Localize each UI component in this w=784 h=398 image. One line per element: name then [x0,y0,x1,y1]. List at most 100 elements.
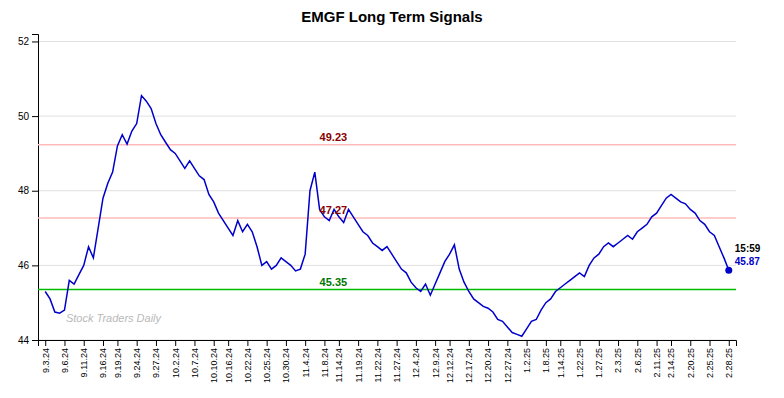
x-tick-mark [103,340,104,346]
x-tick-label: 11.4.24 [301,348,311,377]
x-tick-mark [599,340,600,346]
x-tick-label: 11.19.24 [353,348,363,382]
price-line [45,96,729,337]
x-tick-label: 9.11.24 [79,348,89,377]
x-tick-mark [416,340,417,346]
x-tick: 11.14.24 [334,340,344,382]
x-tick: 10.2.24 [171,340,181,378]
x-tick: 2.14.25 [666,340,676,378]
plot: 44 46 48 50 52 9.3.24 9.6.24 9.11.24 9.16.24 9.19… [18,35,761,384]
x-tick-label: 1.27.25 [594,348,604,378]
y-tick-label: 44 [18,335,30,346]
x-tick-mark [435,340,436,346]
y-tick-mark [32,191,38,192]
reference-label: 47.27 [320,204,348,216]
x-tick-mark [546,340,547,346]
x-tick-label: 12.12.24 [445,348,455,383]
x-tick-label: 9.6.24 [60,348,70,373]
chart-svg: EMGF Long Term Signals44464850529.3.249.… [0,0,784,398]
x-tick-label: 10.7.24 [190,348,200,378]
x-tick-mark [729,340,730,346]
x-tick: 1.8.25 [541,340,551,373]
x-tick-mark [450,340,451,346]
marks [38,96,736,337]
x-tick: 2.3.25 [613,340,623,373]
x-tick: 12.9.24 [431,340,441,378]
x-tick-label: 10.22.24 [243,348,253,383]
y-tick-label: 46 [18,260,30,271]
last-price-label: 45.87 [735,256,760,267]
y-tick-mark [32,116,38,117]
x-tick-mark [156,340,157,346]
watermark: Stock Traders Daily [66,312,163,324]
grid [38,41,736,340]
y-axis-line [32,35,39,341]
x-tick: 12.20.24 [483,340,493,383]
x-tick-mark [305,340,306,346]
x-tick-mark [690,340,691,346]
x-tick-mark [117,340,118,346]
x-tick-label: 9.27.24 [151,348,161,378]
x-tick-label: 1.22.25 [575,348,585,378]
x-tick-label: 9.3.24 [41,348,51,373]
x-tick-mark [194,340,195,346]
reference-label: 45.35 [320,276,348,288]
x-tick-label: 11.8.24 [320,348,330,377]
x-tick: 11.8.24 [320,340,330,377]
x-tick: 9.6.24 [60,340,70,373]
x-tick: 10.22.24 [243,340,253,383]
x-tick-label: 9.19.24 [113,348,123,378]
x-tick-mark [657,340,658,346]
x-axis: 9.3.24 9.6.24 9.11.24 9.16.24 9.19.24 9.24.24… [39,340,737,383]
x-tick: 11.4.24 [301,340,311,377]
x-tick-label: 12.17.24 [464,348,474,383]
x-tick: 9.16.24 [98,340,108,378]
x-tick: 12.4.24 [411,340,421,378]
x-tick-label: 1.14.25 [556,348,566,378]
x-tick: 12.17.24 [464,340,474,383]
x-tick-label: 2.14.25 [666,348,676,378]
grid-line [38,265,736,266]
x-tick: 9.24.24 [132,340,142,378]
x-tick-mark [175,340,176,346]
x-tick-label: 1.8.25 [541,348,551,373]
x-tick-mark [339,340,340,346]
title: EMGF Long Term Signals [301,8,482,25]
x-tick-label: 2.25.25 [705,348,715,378]
x-tick: 10.16.24 [224,340,234,383]
x-tick-label: 10.25.24 [262,348,272,383]
x-tick-mark [228,340,229,346]
y-tick-label: 52 [18,36,30,47]
x-tick-mark [45,340,46,346]
x-axis-line [39,341,737,347]
y-tick: 52 [18,36,38,47]
x-tick-label: 9.16.24 [98,348,108,378]
x-tick: 10.7.24 [190,340,200,378]
x-tick-label: 1.2.25 [522,348,532,373]
x-tick: 1.14.25 [556,340,566,378]
y-tick-mark [32,41,38,42]
x-tick-mark [710,340,711,346]
x-tick-mark [286,340,287,346]
x-tick: 9.27.24 [151,340,161,378]
x-tick-label: 11.27.24 [392,348,402,382]
grid-line [38,116,736,117]
x-tick: 2.25.25 [705,340,715,378]
x-tick: 9.11.24 [79,340,89,377]
x-tick-mark [488,340,489,346]
x-tick: 11.27.24 [392,340,402,382]
grid-line [38,190,736,191]
x-tick-mark [84,340,85,346]
x-tick-label: 11.14.24 [334,348,344,382]
y-tick: 48 [18,185,38,196]
x-tick: 1.27.25 [594,340,604,378]
x-tick-mark [247,340,248,346]
x-tick-mark [397,340,398,346]
x-tick: 1.2.25 [522,340,532,373]
y-tick: 46 [18,260,38,271]
y-tick: 50 [18,111,38,122]
reference-line [38,217,736,219]
x-tick-label: 2.20.25 [686,348,696,378]
last-time-label: 15:59 [735,243,761,254]
y-tick: 44 [18,335,38,346]
